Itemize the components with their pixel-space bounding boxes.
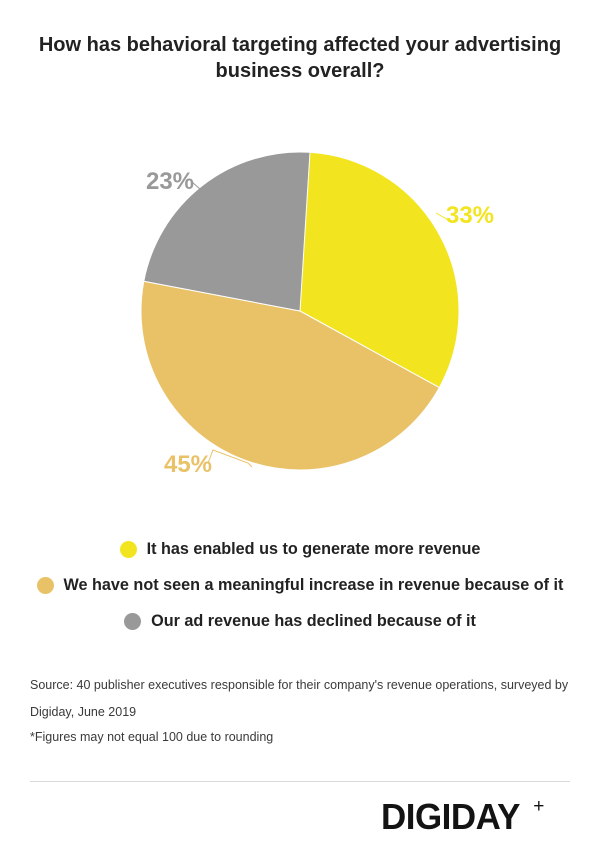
svg-text:45%: 45% <box>164 451 212 478</box>
svg-text:33%: 33% <box>446 202 494 229</box>
svg-text:23%: 23% <box>146 168 194 195</box>
